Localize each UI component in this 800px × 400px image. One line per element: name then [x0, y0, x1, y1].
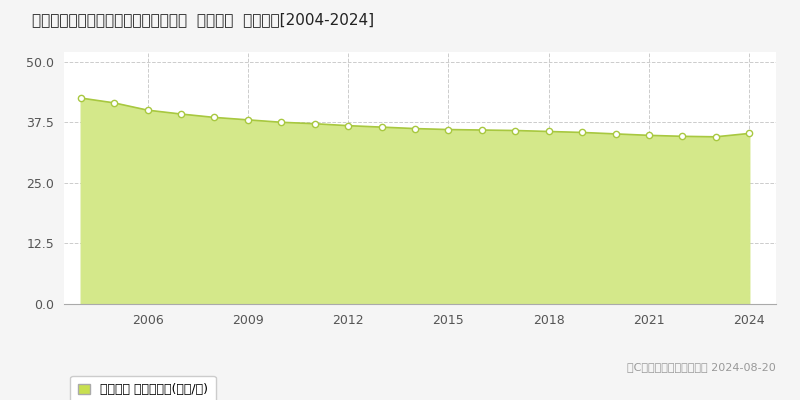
- Legend: 地価公示 平均坪単価(万円/坪): 地価公示 平均坪単価(万円/坪): [70, 376, 216, 400]
- Text: （C）土地価格ドットコム 2024-08-20: （C）土地価格ドットコム 2024-08-20: [627, 362, 776, 372]
- Text: 愛知県知多市にしの台４丁目７番３外  地価公示  地価推移[2004-2024]: 愛知県知多市にしの台４丁目７番３外 地価公示 地価推移[2004-2024]: [32, 12, 374, 27]
